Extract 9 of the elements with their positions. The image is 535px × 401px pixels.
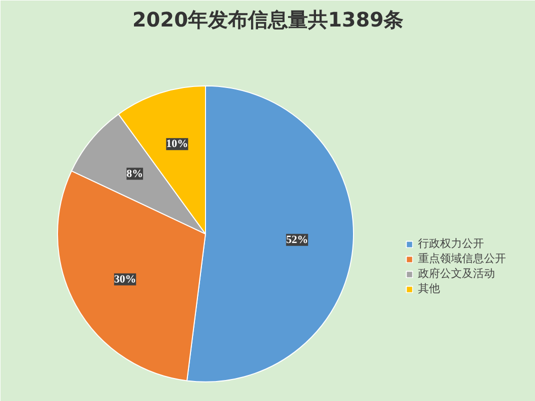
- legend-label: 其他: [418, 281, 440, 296]
- data-label: 10%: [166, 138, 188, 150]
- legend-label: 重点领域信息公开: [418, 251, 506, 266]
- data-label: 30%: [114, 273, 136, 286]
- chart-title: 2020年发布信息量共1389条: [132, 8, 404, 32]
- data-label: 8%: [126, 168, 144, 180]
- legend-label: 政府公文及活动: [418, 266, 495, 281]
- data-label: 52%: [286, 234, 308, 246]
- legend-label: 行政权力公开: [418, 236, 484, 251]
